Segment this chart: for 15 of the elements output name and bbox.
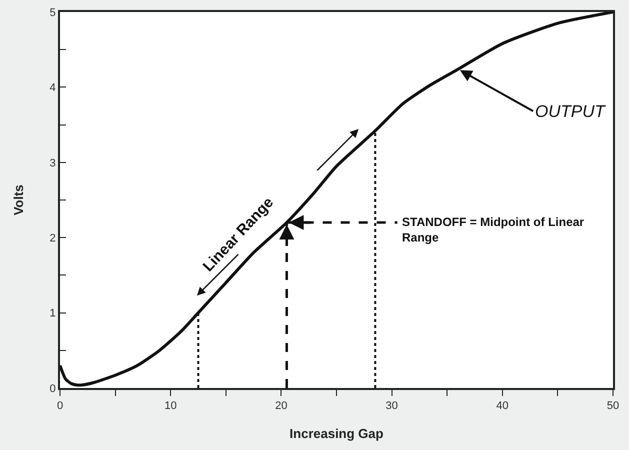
annotation: OUTPUT [535,102,606,121]
y-tick-label: 4 [50,82,56,94]
y-tick-label: 0 [50,382,56,395]
y-tick-label: 2 [50,232,56,244]
y-tick-label: 1 [50,308,56,320]
x-tick-label: 50 [606,400,620,412]
x-tick-label: 10 [164,400,177,412]
x-tick-label: 20 [275,400,288,412]
y-tick-label: 3 [50,157,56,170]
annotation: STANDOFF = Midpoint of Linear Range [402,215,584,245]
x-tick-label: 40 [496,400,509,412]
x-axis-title: Increasing Gap [290,426,384,441]
x-tick-label: 30 [386,400,398,412]
y-axis-title: Volts [11,184,26,216]
y-tick-label: 5 [50,6,56,19]
